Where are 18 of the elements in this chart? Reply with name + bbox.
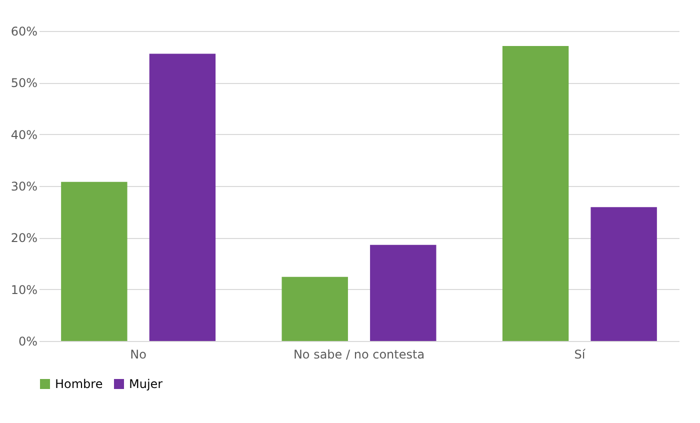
- legend-label: Hombre: [55, 377, 103, 391]
- bar: [61, 182, 128, 341]
- legend-label: Mujer: [129, 377, 163, 391]
- bar: [590, 207, 657, 341]
- bar: [502, 46, 569, 341]
- x-tick-label: No sabe / no contesta: [293, 348, 425, 362]
- x-tick-label: Sí: [574, 348, 586, 362]
- bar: [370, 244, 436, 341]
- y-tick-label: 50%: [10, 76, 38, 90]
- y-tick-label: 40%: [10, 128, 38, 142]
- bar: [149, 54, 216, 341]
- y-tick-label: 20%: [10, 231, 38, 246]
- y-tick-label: 0%: [18, 334, 38, 348]
- y-tick-label: 10%: [10, 282, 38, 297]
- bar: [282, 276, 348, 341]
- x-tick-label: No: [130, 348, 146, 362]
- y-tick-label: 60%: [10, 24, 38, 38]
- y-tick-label: 30%: [10, 180, 38, 194]
